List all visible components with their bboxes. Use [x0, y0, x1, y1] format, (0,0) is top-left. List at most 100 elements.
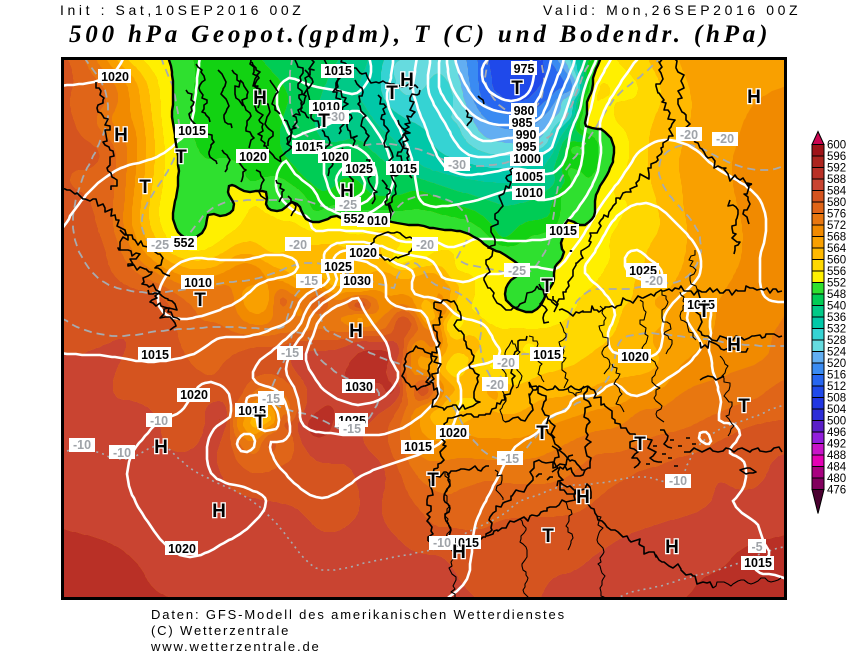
svg-text:-15: -15	[343, 422, 361, 436]
svg-text:1000: 1000	[513, 152, 541, 166]
svg-text:1020: 1020	[101, 70, 129, 84]
svg-text:T: T	[542, 526, 554, 547]
svg-text:T: T	[427, 470, 439, 491]
svg-text:1020: 1020	[180, 388, 208, 402]
svg-text:504: 504	[827, 404, 847, 416]
svg-text:T: T	[698, 301, 710, 322]
svg-text:-20: -20	[497, 356, 515, 370]
svg-text:1015: 1015	[744, 556, 772, 570]
svg-text:524: 524	[827, 347, 847, 359]
svg-text:480: 480	[827, 473, 846, 485]
svg-text:-15: -15	[300, 274, 318, 288]
svg-text:592: 592	[827, 163, 846, 175]
svg-text:556: 556	[827, 266, 846, 278]
svg-text:552: 552	[174, 236, 195, 250]
svg-text:H: H	[747, 87, 761, 108]
svg-text:995: 995	[516, 140, 537, 154]
svg-text:512: 512	[827, 381, 846, 393]
svg-text:-10: -10	[150, 414, 168, 428]
svg-text:1010: 1010	[360, 214, 388, 228]
svg-text:1020: 1020	[349, 246, 377, 260]
svg-text:H: H	[154, 437, 168, 458]
svg-text:-25: -25	[339, 198, 357, 212]
svg-text:584: 584	[827, 186, 847, 198]
svg-text:H: H	[400, 70, 414, 91]
svg-text:488: 488	[827, 450, 846, 462]
svg-text:516: 516	[827, 370, 846, 382]
svg-text:T: T	[511, 78, 523, 99]
svg-text:588: 588	[827, 174, 846, 186]
svg-text:532: 532	[827, 324, 846, 336]
svg-text:-20: -20	[680, 128, 698, 142]
svg-text:-10: -10	[669, 474, 687, 488]
svg-text:1015: 1015	[451, 536, 479, 550]
svg-text:-10: -10	[73, 438, 91, 452]
svg-text:1020: 1020	[168, 542, 196, 556]
svg-text:-30: -30	[327, 110, 345, 124]
svg-text:1015: 1015	[404, 440, 432, 454]
svg-text:H: H	[212, 501, 226, 522]
svg-text:1020: 1020	[621, 350, 649, 364]
svg-text:1015: 1015	[238, 404, 266, 418]
svg-text:1010: 1010	[515, 186, 543, 200]
svg-text:-25: -25	[151, 238, 169, 252]
svg-text:500: 500	[827, 416, 846, 428]
svg-text:985: 985	[512, 116, 533, 130]
svg-text:576: 576	[827, 209, 846, 221]
svg-text:568: 568	[827, 232, 846, 244]
svg-text:1015: 1015	[687, 298, 715, 312]
svg-text:1020: 1020	[439, 426, 467, 440]
svg-text:1015: 1015	[549, 224, 577, 238]
svg-text:-20: -20	[486, 378, 504, 392]
svg-text:596: 596	[827, 151, 846, 163]
svg-text:1005: 1005	[515, 170, 543, 184]
svg-text:-20: -20	[289, 238, 307, 252]
svg-text:T: T	[175, 147, 187, 168]
svg-text:-5: -5	[751, 540, 762, 554]
svg-text:552: 552	[827, 278, 846, 290]
svg-text:-15: -15	[262, 392, 280, 406]
svg-text:1025: 1025	[324, 260, 352, 274]
svg-text:-15: -15	[281, 346, 299, 360]
svg-text:1015: 1015	[389, 162, 417, 176]
svg-text:476: 476	[827, 485, 846, 497]
svg-text:T: T	[536, 423, 548, 444]
svg-text:-15: -15	[501, 452, 519, 466]
svg-text:-30: -30	[448, 158, 466, 172]
svg-text:1015: 1015	[533, 348, 561, 362]
svg-text:600: 600	[827, 140, 846, 152]
svg-text:1030: 1030	[343, 274, 371, 288]
svg-text:H: H	[727, 335, 741, 356]
svg-text:T: T	[386, 83, 398, 104]
svg-text:1010: 1010	[184, 276, 212, 290]
svg-text:T: T	[318, 111, 330, 132]
svg-text:1015: 1015	[324, 64, 352, 78]
svg-text:-10: -10	[433, 536, 451, 550]
svg-text:548: 548	[827, 289, 846, 301]
svg-text:T: T	[254, 412, 266, 433]
svg-text:536: 536	[827, 312, 846, 324]
svg-text:T: T	[738, 396, 750, 417]
svg-text:1030: 1030	[345, 380, 373, 394]
svg-text:H: H	[665, 537, 679, 558]
svg-text:1015: 1015	[141, 348, 169, 362]
svg-text:H: H	[349, 321, 363, 342]
svg-text:492: 492	[827, 439, 846, 451]
svg-text:528: 528	[827, 335, 846, 347]
svg-text:1025: 1025	[345, 162, 373, 176]
svg-text:508: 508	[827, 393, 846, 405]
svg-text:1020: 1020	[239, 150, 267, 164]
svg-text:H: H	[452, 542, 466, 563]
svg-text:-10: -10	[113, 446, 131, 460]
svg-text:-20: -20	[716, 132, 734, 146]
svg-text:T: T	[541, 276, 553, 297]
svg-text:1015: 1015	[178, 124, 206, 138]
svg-text:H: H	[114, 125, 128, 146]
svg-text:980: 980	[514, 104, 535, 118]
svg-text:520: 520	[827, 358, 846, 370]
svg-text:580: 580	[827, 197, 846, 209]
svg-text:1020: 1020	[321, 150, 349, 164]
svg-text:H: H	[340, 181, 354, 202]
svg-text:H: H	[576, 487, 590, 508]
svg-text:496: 496	[827, 427, 846, 439]
